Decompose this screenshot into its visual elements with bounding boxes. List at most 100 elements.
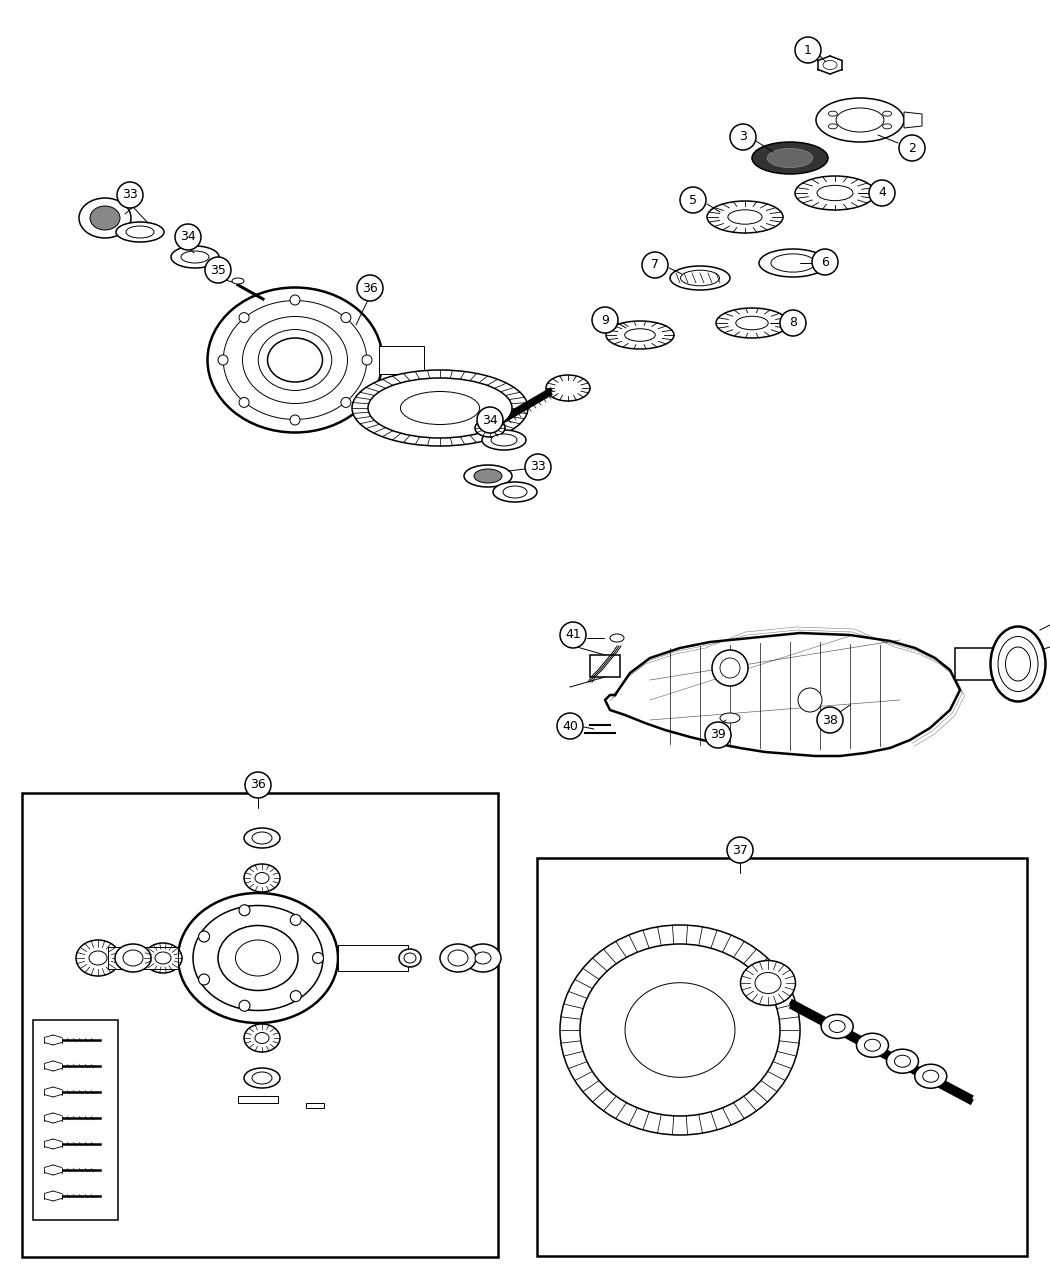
Ellipse shape (255, 872, 269, 884)
Ellipse shape (235, 940, 280, 975)
Ellipse shape (244, 827, 280, 848)
Circle shape (525, 454, 551, 479)
Circle shape (357, 275, 383, 301)
Ellipse shape (795, 176, 875, 210)
Circle shape (812, 249, 838, 275)
Circle shape (730, 124, 756, 150)
Ellipse shape (252, 1072, 272, 1084)
Ellipse shape (79, 198, 131, 238)
Circle shape (198, 974, 210, 986)
Ellipse shape (821, 1015, 854, 1038)
Ellipse shape (728, 210, 762, 224)
Ellipse shape (475, 419, 505, 437)
Ellipse shape (268, 338, 322, 382)
Circle shape (239, 905, 250, 915)
Ellipse shape (830, 1020, 845, 1033)
Circle shape (117, 182, 143, 208)
Ellipse shape (828, 111, 837, 116)
Bar (537, 858, 1027, 1256)
Text: 37: 37 (732, 844, 748, 857)
Circle shape (477, 407, 503, 434)
Ellipse shape (503, 486, 527, 499)
Ellipse shape (255, 1033, 269, 1043)
Circle shape (720, 658, 740, 678)
Bar (108, 947, 178, 969)
Ellipse shape (816, 98, 904, 142)
Circle shape (245, 771, 271, 798)
Ellipse shape (1006, 646, 1030, 681)
Ellipse shape (352, 370, 528, 446)
Ellipse shape (116, 944, 151, 972)
Text: 5: 5 (689, 194, 697, 207)
Ellipse shape (720, 713, 740, 723)
Ellipse shape (171, 246, 219, 268)
Polygon shape (904, 112, 922, 128)
Text: 4: 4 (878, 186, 886, 199)
Text: 33: 33 (122, 189, 138, 201)
Circle shape (712, 650, 748, 686)
Ellipse shape (606, 321, 674, 349)
Circle shape (817, 708, 843, 733)
Ellipse shape (716, 309, 788, 338)
Ellipse shape (923, 1070, 939, 1082)
Ellipse shape (494, 482, 537, 502)
Circle shape (239, 1001, 250, 1011)
Ellipse shape (243, 316, 348, 403)
Ellipse shape (864, 1039, 881, 1052)
Circle shape (239, 312, 249, 323)
Circle shape (341, 312, 351, 323)
Ellipse shape (546, 375, 590, 402)
Ellipse shape (482, 430, 526, 450)
Polygon shape (605, 632, 960, 756)
Circle shape (727, 836, 753, 863)
Ellipse shape (244, 864, 280, 892)
Ellipse shape (474, 469, 502, 483)
Text: 1: 1 (804, 43, 812, 56)
Ellipse shape (232, 278, 244, 284)
Ellipse shape (740, 960, 796, 1006)
Text: 41: 41 (565, 629, 581, 641)
Ellipse shape (886, 1049, 919, 1074)
Circle shape (313, 952, 323, 964)
Ellipse shape (857, 1033, 888, 1057)
Ellipse shape (752, 142, 828, 173)
Ellipse shape (89, 951, 107, 965)
Ellipse shape (670, 266, 730, 289)
Ellipse shape (817, 185, 853, 200)
Ellipse shape (464, 465, 512, 487)
Text: 8: 8 (789, 316, 797, 329)
Ellipse shape (123, 950, 143, 966)
Bar (338, 945, 408, 972)
Bar (956, 648, 1020, 680)
Circle shape (556, 713, 583, 739)
Ellipse shape (155, 952, 171, 964)
Circle shape (362, 354, 372, 365)
Ellipse shape (144, 944, 182, 973)
Circle shape (239, 398, 249, 408)
Ellipse shape (465, 944, 501, 972)
Ellipse shape (823, 60, 837, 70)
Circle shape (290, 414, 300, 425)
Circle shape (205, 258, 231, 283)
Ellipse shape (218, 926, 298, 991)
Ellipse shape (755, 973, 781, 993)
Ellipse shape (181, 251, 209, 263)
Ellipse shape (440, 944, 476, 972)
Ellipse shape (399, 949, 421, 966)
Ellipse shape (90, 207, 120, 230)
Circle shape (290, 295, 300, 305)
Ellipse shape (998, 636, 1038, 691)
Ellipse shape (610, 634, 624, 643)
Text: 34: 34 (482, 413, 498, 427)
Ellipse shape (836, 108, 884, 133)
Ellipse shape (404, 952, 416, 963)
Ellipse shape (193, 905, 323, 1011)
Circle shape (175, 224, 201, 250)
Ellipse shape (258, 329, 332, 390)
Text: 2: 2 (908, 142, 916, 154)
Ellipse shape (625, 983, 735, 1077)
Ellipse shape (400, 391, 480, 425)
Text: 7: 7 (651, 259, 659, 272)
Ellipse shape (580, 944, 780, 1116)
Bar (22, 793, 498, 1257)
